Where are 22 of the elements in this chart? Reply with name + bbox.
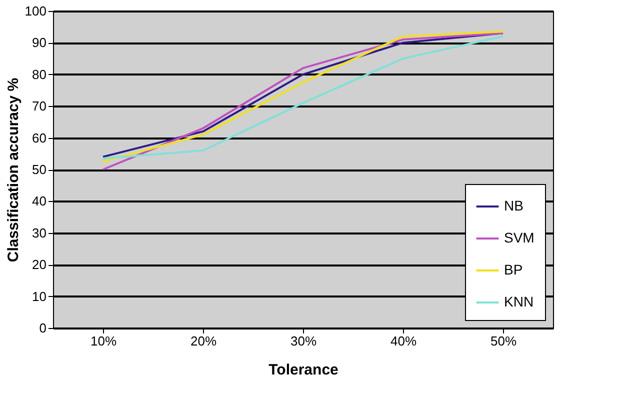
y-axis-title: Classification accuracy % [4, 78, 22, 262]
y-tick-label: 20 [32, 257, 46, 272]
x-tick-label: 50% [490, 334, 517, 348]
legend-label: SVM [504, 230, 534, 246]
y-tick-label: 80 [32, 66, 46, 82]
legend-label: KNN [504, 294, 534, 310]
legend-label: NB [504, 198, 524, 214]
y-tick-label: 60 [32, 130, 46, 146]
x-tick-label: 40% [390, 334, 417, 348]
x-axis-title: Tolerance [268, 362, 338, 378]
y-tick-label: 90 [32, 35, 46, 50]
y-tick-label: 30 [32, 225, 46, 240]
x-tick-label: 30% [290, 334, 317, 348]
y-tick-label: 10 [32, 288, 46, 304]
x-tick-label: 10% [90, 334, 117, 348]
y-tick-label: 70 [32, 98, 46, 114]
y-tick-label: 0 [39, 320, 46, 336]
x-tick-label: 20% [190, 334, 217, 348]
y-tick-label: 50 [32, 162, 46, 177]
legend-label: BP [504, 262, 523, 278]
y-tick-label: 40 [32, 194, 46, 209]
y-tick-label: 100 [24, 4, 46, 18]
